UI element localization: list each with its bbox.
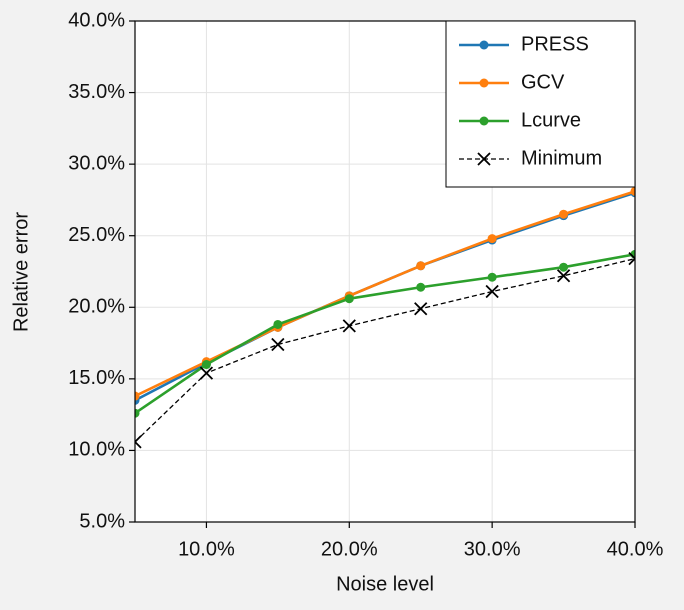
x-tick-label: 40.0% (607, 538, 664, 560)
y-tick-label: 30.0% (68, 152, 125, 174)
plot (135, 186, 635, 449)
x-tick-label: 30.0% (464, 538, 521, 560)
y-tick-label: 10.0% (68, 439, 125, 461)
marker (135, 435, 142, 449)
marker (479, 40, 489, 50)
legend-label: GCV (521, 71, 565, 93)
marker (273, 319, 283, 329)
marker (271, 337, 285, 352)
line (135, 253, 635, 415)
marker (556, 269, 571, 283)
marker (414, 302, 428, 316)
marker (135, 391, 140, 401)
y-tick-label: 40.0% (68, 9, 125, 31)
marker (479, 78, 489, 88)
y-tick-label: 20.0% (68, 296, 125, 318)
marker (479, 116, 489, 126)
marker (559, 262, 569, 272)
x-tick-label: 20.0% (321, 538, 378, 560)
legend-label: Lcurve (521, 109, 581, 131)
legend: PRESS GCV Lcurve Minimum (445, 20, 636, 188)
axes-frame (134, 20, 636, 523)
y-axis-label: Relative error (10, 212, 32, 332)
marker (477, 152, 491, 166)
marker (559, 209, 569, 219)
y-tick-label: 25.0% (68, 224, 125, 246)
marker (487, 234, 497, 244)
x-axis-label: Noise level (336, 573, 434, 595)
marker (416, 261, 426, 271)
y-tick-label: 15.0% (68, 367, 125, 389)
marker (485, 284, 499, 299)
axes: 5.0% 10.0% 15.0% 20.0% 25.0% 30.0% 35.0% 40.0% 1… (68, 9, 663, 560)
y-tick-label: 5.0% (79, 510, 125, 532)
line (135, 257, 635, 443)
marker (416, 282, 426, 292)
legend-label: PRESS (521, 33, 589, 55)
marker (628, 251, 635, 266)
y-tick-label: 35.0% (68, 81, 125, 103)
marker (342, 319, 356, 333)
marker (630, 186, 635, 196)
marker (135, 408, 140, 418)
legend-label: Minimum (521, 147, 602, 169)
x-tick-label: 10.0% (178, 538, 235, 560)
marker (344, 294, 354, 304)
line (135, 190, 635, 398)
marker (199, 366, 214, 380)
marker (201, 360, 211, 370)
marker (487, 272, 497, 282)
